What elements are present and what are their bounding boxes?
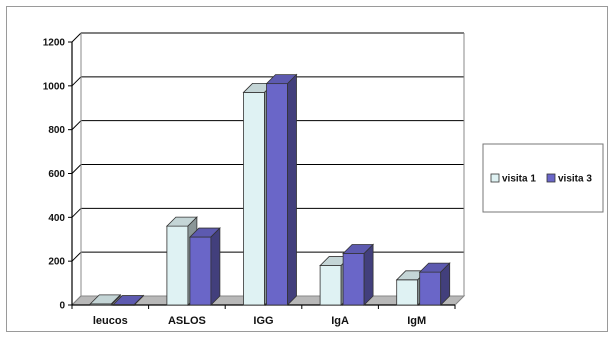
bar-IgM-visita-1 xyxy=(396,279,419,306)
bar-IGG-visita-1 xyxy=(243,92,265,306)
gridline-side-3 xyxy=(71,164,82,174)
gridline-side-1 xyxy=(71,251,82,262)
gridline-side-2 xyxy=(71,207,82,218)
bar-IgA-visita-3 xyxy=(342,253,365,306)
bar-side-IgA-visita-3 xyxy=(363,243,374,306)
x-tick-label-ASLOS: ASLOS xyxy=(168,315,206,327)
y-tick-label-6: 1200 xyxy=(43,38,66,49)
legend-swatch-0 xyxy=(490,173,500,183)
x-tick-label-IGG: IGG xyxy=(253,315,273,327)
legend-swatch-1 xyxy=(546,173,556,183)
bar-side-ASLOS-visita-3 xyxy=(210,227,221,306)
bar-side-IgM-visita-3 xyxy=(440,262,451,306)
gridline-side-5 xyxy=(71,76,82,87)
legend-box xyxy=(482,143,604,213)
y-tick-label-1: 200 xyxy=(48,257,65,268)
legend-label-1: visita 3 xyxy=(558,174,592,185)
bar-IgM-visita-3 xyxy=(419,271,442,306)
x-tick-label-IgM: IgM xyxy=(407,315,426,327)
bar-side-IGG-visita-3 xyxy=(287,73,297,306)
bar-side-leucos-visita-1 xyxy=(110,293,121,306)
y-tick-label-3: 600 xyxy=(48,169,65,180)
bar-ASLOS-visita-1 xyxy=(166,225,189,306)
x-tick-label-IgA: IgA xyxy=(331,315,349,327)
x-tick-label-leucos: leucos xyxy=(93,315,128,327)
y-tick-label-0: 0 xyxy=(59,301,65,312)
bar-IGG-visita-3 xyxy=(266,83,288,306)
gridline-side-4 xyxy=(71,120,82,131)
gridline-side-6 xyxy=(71,32,82,43)
bar-ASLOS-visita-3 xyxy=(189,236,212,306)
y-tick-label-4: 800 xyxy=(48,125,65,136)
legend-label-0: visita 1 xyxy=(502,174,536,185)
bar-side-leucos-visita-3 xyxy=(133,294,144,306)
bar-IgA-visita-1 xyxy=(319,265,342,306)
y-tick-label-5: 1000 xyxy=(43,81,66,92)
y-tick-label-2: 400 xyxy=(48,213,65,224)
